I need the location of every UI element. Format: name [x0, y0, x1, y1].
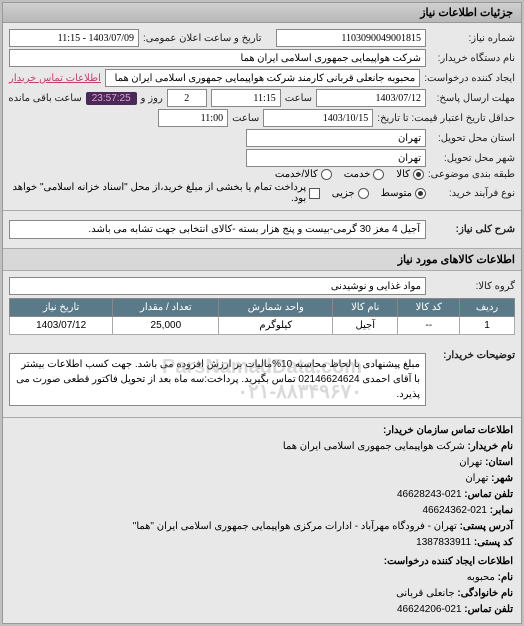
delivery-province-label: استان محل تحویل: — [430, 133, 515, 144]
buyer-notes-text: مبلغ پیشنهادی با لحاظ محاسبه 10%مالیات ب… — [9, 353, 426, 406]
need-desc-label: شرح کلی نیاز: — [430, 224, 515, 235]
creator-lastname: جانعلی قربانی — [396, 588, 455, 599]
th-code: کد کالا — [398, 299, 460, 317]
remain-time-badge: 23:57:25 — [86, 92, 137, 105]
radio-dot-icon — [358, 188, 369, 199]
need-desc-section: شرح کلی نیاز: آجیل 4 مغز 30 گرمی-بیست و … — [3, 210, 521, 248]
creator-phone-label: تلفن تماس: — [464, 604, 513, 615]
radio-dot-icon — [415, 188, 426, 199]
delivery-city-label: شهر محل تحویل: — [430, 153, 515, 164]
radio-jozi[interactable]: جزیی — [332, 188, 369, 199]
process-type-label: نوع فرآیند خرید: — [430, 188, 515, 199]
main-panel: جزئیات اطلاعات نیاز شماره نیاز: تاریخ و … — [2, 2, 522, 624]
contact-title: اطلاعات تماس سازمان خریدار: — [11, 423, 513, 439]
buyer-notes-label: توضیحات خریدار: — [430, 350, 515, 361]
td-index: 1 — [460, 317, 515, 335]
th-qty: تعداد / مقدار — [113, 299, 219, 317]
process-radio-group: متوسط جزیی پرداخت تمام یا بخشی از مبلغ خ… — [9, 182, 426, 204]
deadline-date-input[interactable] — [316, 89, 426, 107]
radio-dot-icon — [413, 169, 424, 180]
buyer-notes-section: ParsNamadData.com ۰۲۱-۸۸۳۴۹۶۷۰ توضیحات خ… — [3, 342, 521, 417]
contact-postal: 1387833911 — [416, 537, 471, 548]
radio-both[interactable]: کالا/خدمت — [275, 169, 332, 180]
contact-province-label: استان: — [485, 457, 513, 468]
buyer-org-label: نام دستگاه خریدار: — [430, 53, 515, 64]
goods-section: گروه کالا: ردیف کد کالا نام کالا واحد شم… — [3, 271, 521, 342]
remain-day-label: روز و — [141, 93, 163, 104]
price-validity-date[interactable] — [263, 109, 373, 127]
creator-input[interactable] — [105, 69, 420, 87]
delivery-province-input[interactable] — [246, 129, 426, 147]
goods-section-title: اطلاعات کالاهای مورد نیاز — [3, 248, 521, 271]
creator-lastname-label: نام خانوادگی: — [457, 588, 513, 599]
contact-org: شرکت هواپیمایی جمهوری اسلامی ایران هما — [283, 441, 465, 452]
contact-phone: 021-46628243 — [397, 489, 462, 500]
contact-city: تهران — [465, 473, 488, 484]
radio-kala[interactable]: کالا — [396, 169, 424, 180]
contact-address-label: آدرس پستی: — [460, 521, 513, 532]
checkbox-icon — [309, 188, 320, 199]
need-number-input[interactable] — [276, 29, 426, 47]
th-index: ردیف — [460, 299, 515, 317]
creator-phone: 021-46624206 — [397, 604, 462, 615]
subject-type-label: طبقه بندی موضوعی: — [428, 169, 515, 180]
contact-link[interactable]: اطلاعات تماس خریدار — [9, 73, 101, 84]
remain-day-input — [167, 89, 207, 107]
need-number-label: شماره نیاز: — [430, 33, 515, 44]
announce-input[interactable] — [9, 29, 139, 47]
contact-city-label: شهر: — [491, 473, 513, 484]
td-qty: 25,000 — [113, 317, 219, 335]
table-row[interactable]: 1 -- آجیل کیلوگرم 25,000 1403/07/12 — [10, 317, 515, 335]
th-name: نام کالا — [333, 299, 398, 317]
creator-label: ایجاد کننده درخواست: — [424, 73, 515, 84]
contact-address: تهران - فرودگاه مهرآباد - ادارات مرکزی ه… — [133, 521, 457, 532]
buyer-org-input[interactable] — [9, 49, 426, 67]
contact-org-label: نام خریدار: — [468, 441, 513, 452]
contact-section: اطلاعات تماس سازمان خریدار: نام خریدار: … — [3, 417, 521, 623]
deadline-time-input[interactable] — [211, 89, 281, 107]
price-validity-time-label: ساعت — [232, 113, 259, 124]
form-section: شماره نیاز: تاریخ و ساعت اعلان عمومی: نا… — [3, 23, 521, 210]
td-code: -- — [398, 317, 460, 335]
td-name: آجیل — [333, 317, 398, 335]
creator-name: محبوبه — [467, 572, 495, 583]
deadline-time-label: ساعت — [285, 93, 312, 104]
radio-dot-icon — [373, 169, 384, 180]
price-validity-time[interactable] — [158, 109, 228, 127]
contact-phone-label: تلفن تماس: — [464, 489, 513, 500]
radio-metosat[interactable]: متوسط — [381, 188, 426, 199]
goods-group-input[interactable] — [9, 277, 426, 295]
panel-title: جزئیات اطلاعات نیاز — [3, 3, 521, 23]
contact-fax-label: نمابر: — [490, 505, 513, 516]
th-date: تاریخ نیاز — [10, 299, 113, 317]
creator-name-label: نام: — [498, 572, 513, 583]
radio-service[interactable]: خدمت — [344, 169, 385, 180]
contact-fax: 021-46624362 — [422, 505, 487, 516]
process-note-check[interactable]: پرداخت تمام یا بخشی از مبلغ خرید،از محل … — [9, 182, 320, 204]
contact-postal-label: کد پستی: — [474, 537, 513, 548]
need-desc-value: آجیل 4 مغز 30 گرمی-بیست و پنج هزار بسته … — [9, 220, 426, 239]
announce-label: تاریخ و ساعت اعلان عمومی: — [143, 33, 262, 44]
contact-province: تهران — [459, 457, 482, 468]
table-header-row: ردیف کد کالا نام کالا واحد شمارش تعداد /… — [10, 299, 515, 317]
td-date: 1403/07/12 — [10, 317, 113, 335]
th-unit: واحد شمارش — [219, 299, 333, 317]
creator-section-title: اطلاعات ایجاد کننده درخواست: — [11, 554, 513, 570]
td-unit: کیلوگرم — [219, 317, 333, 335]
subject-radio-group: کالا خدمت کالا/خدمت — [275, 169, 424, 180]
delivery-city-input[interactable] — [246, 149, 426, 167]
price-validity-label: حداقل تاریخ اعتبار قیمت: تا تاریخ: — [377, 113, 515, 124]
goods-group-label: گروه کالا: — [430, 281, 515, 292]
deadline-label: مهلت ارسال پاسخ: — [430, 93, 515, 104]
goods-table: ردیف کد کالا نام کالا واحد شمارش تعداد /… — [9, 298, 515, 335]
radio-dot-icon — [321, 169, 332, 180]
remain-label: ساعت باقی مانده — [8, 93, 81, 104]
